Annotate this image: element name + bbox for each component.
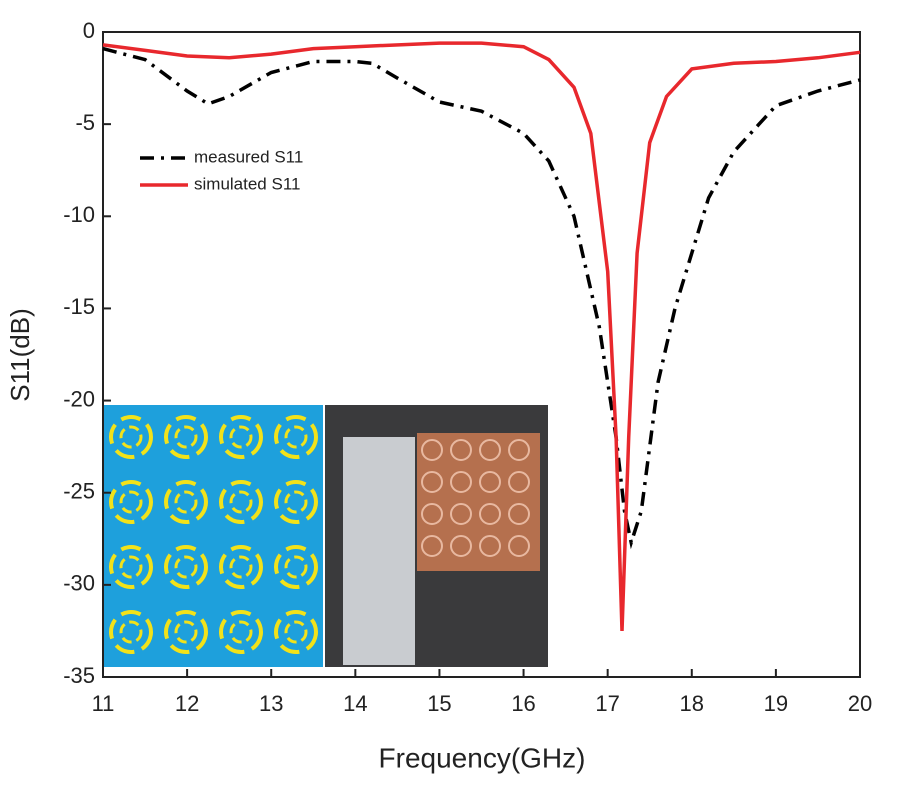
pattern-ring — [174, 490, 198, 514]
board-ring — [421, 503, 443, 525]
pattern-ring — [119, 555, 143, 579]
pattern-ring — [284, 620, 308, 644]
board-ring — [479, 439, 501, 461]
pattern-ring — [164, 480, 208, 524]
board-ring — [421, 439, 443, 461]
pattern-ring — [274, 415, 318, 459]
legend-label: simulated S11 — [194, 174, 300, 193]
y-tick-label: -30 — [63, 571, 95, 596]
x-tick-label: 14 — [343, 691, 367, 716]
board-ring — [508, 471, 530, 493]
pattern-ring — [164, 610, 208, 654]
y-tick-label: 0 — [83, 18, 95, 43]
y-tick-label: -15 — [63, 294, 95, 319]
pattern-ring — [119, 620, 143, 644]
series-line — [102, 46, 861, 550]
board-ring — [450, 535, 472, 557]
sample-board — [417, 433, 540, 571]
series-line — [102, 41, 861, 631]
board-ring — [479, 535, 501, 557]
pattern-ring — [174, 425, 198, 449]
pattern-ring — [229, 425, 253, 449]
ruler — [343, 437, 415, 665]
x-tick-label: 15 — [427, 691, 451, 716]
inset-design — [103, 405, 323, 667]
legend-label: measured S11 — [194, 147, 303, 166]
pattern-ring — [174, 555, 198, 579]
y-tick-label: -10 — [63, 202, 95, 227]
pattern-ring — [229, 490, 253, 514]
pattern-ring — [119, 425, 143, 449]
board-ring — [508, 535, 530, 557]
inset-pattern — [103, 405, 548, 667]
x-tick-label: 18 — [680, 691, 704, 716]
pattern-ring — [229, 620, 253, 644]
board-ring — [450, 471, 472, 493]
board-ring — [508, 439, 530, 461]
pattern-ring — [174, 620, 198, 644]
pattern-ring — [284, 490, 308, 514]
x-axis-label: Frequency(GHz) — [379, 742, 586, 773]
pattern-ring — [284, 555, 308, 579]
pattern-ring — [229, 555, 253, 579]
y-tick-label: -20 — [63, 386, 95, 411]
pattern-ring — [109, 545, 153, 589]
x-tick-label: 16 — [511, 691, 535, 716]
y-axis-label: S11(dB) — [5, 308, 35, 401]
board-ring — [508, 503, 530, 525]
pattern-ring — [219, 480, 263, 524]
pattern-ring — [219, 415, 263, 459]
pattern-ring — [164, 545, 208, 589]
board-ring — [450, 503, 472, 525]
pattern-ring — [274, 610, 318, 654]
x-tick-label: 12 — [175, 691, 199, 716]
pattern-ring — [109, 415, 153, 459]
pattern-ring — [164, 415, 208, 459]
pattern-ring — [109, 610, 153, 654]
x-tick-label: 11 — [92, 691, 115, 716]
board-ring — [479, 471, 501, 493]
y-tick-label: -35 — [63, 663, 95, 688]
x-tick-label: 19 — [764, 691, 788, 716]
plot-frame — [102, 31, 861, 678]
x-tick-label: 20 — [848, 691, 872, 716]
pattern-ring — [119, 490, 143, 514]
board-ring — [479, 503, 501, 525]
pattern-ring — [219, 545, 263, 589]
pattern-ring — [109, 480, 153, 524]
board-ring — [421, 535, 443, 557]
pattern-ring — [219, 610, 263, 654]
x-tick-label: 13 — [259, 691, 283, 716]
pattern-ring — [274, 480, 318, 524]
pattern-ring — [284, 425, 308, 449]
pattern-ring — [274, 545, 318, 589]
x-tick-label: 17 — [595, 691, 619, 716]
y-tick-label: -25 — [63, 479, 95, 504]
board-ring — [450, 439, 472, 461]
board-ring — [421, 471, 443, 493]
y-tick-label: -5 — [75, 110, 95, 135]
